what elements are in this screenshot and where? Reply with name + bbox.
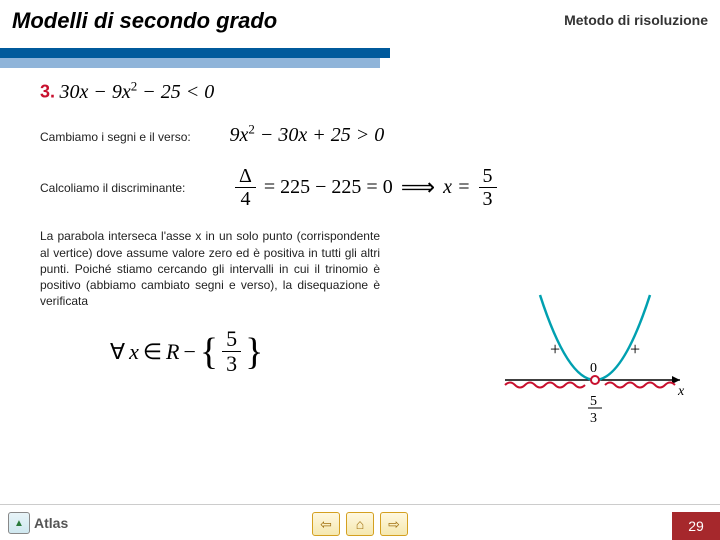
nav-buttons: ⇦ ⌂ ⇨ — [312, 512, 408, 536]
explanation-paragraph: La parabola interseca l'asse x in un sol… — [40, 228, 380, 309]
atlas-icon: ▲ — [8, 512, 30, 534]
page-number: 29 — [672, 512, 720, 540]
x-frac: 5 3 — [479, 165, 497, 210]
x-equals: x = — [443, 176, 470, 199]
step1-row: Cambiamo i segni e il verso: 9x2 − 30x +… — [40, 122, 700, 148]
nav-prev-button[interactable]: ⇦ — [312, 512, 340, 536]
parabola-graph: x + + 0 5 3 — [500, 280, 690, 430]
delta-frac: Δ 4 — [235, 165, 256, 210]
svg-text:5: 5 — [590, 394, 597, 409]
svg-text:3: 3 — [590, 411, 597, 426]
nav-home-button[interactable]: ⌂ — [346, 512, 374, 536]
problem-row: 3. 30x − 9x2 − 25 < 0 — [40, 78, 700, 104]
step1-eq: 9x2 − 30x + 25 > 0 — [229, 124, 384, 146]
implies-arrow: ⟹ — [401, 173, 435, 202]
footer: ▲ Atlas ⇦ ⌂ ⇨ 29 — [0, 504, 720, 540]
problem-number: 3. — [40, 82, 55, 102]
step1-label: Cambiamo i segni e il verso: — [40, 130, 225, 144]
problem-eq: 30x − 9x2 − 25 < 0 — [59, 81, 214, 103]
step2-row: Calcoliamo il discriminante: Δ 4 = 225 −… — [40, 165, 700, 210]
step2-mid: = 225 − 225 = 0 — [264, 176, 393, 199]
svg-text:x: x — [677, 384, 685, 399]
page-title: Modelli di secondo grado — [12, 8, 277, 34]
step2-label: Calcoliamo il discriminante: — [40, 181, 225, 195]
svg-text:+: + — [550, 339, 560, 359]
svg-text:+: + — [630, 339, 640, 359]
logo-text: Atlas — [34, 515, 68, 531]
page-subtitle: Metodo di risoluzione — [564, 8, 708, 28]
header-decoration — [0, 48, 390, 68]
nav-next-button[interactable]: ⇨ — [380, 512, 408, 536]
logo: ▲ Atlas — [8, 512, 68, 534]
svg-text:0: 0 — [590, 361, 597, 376]
